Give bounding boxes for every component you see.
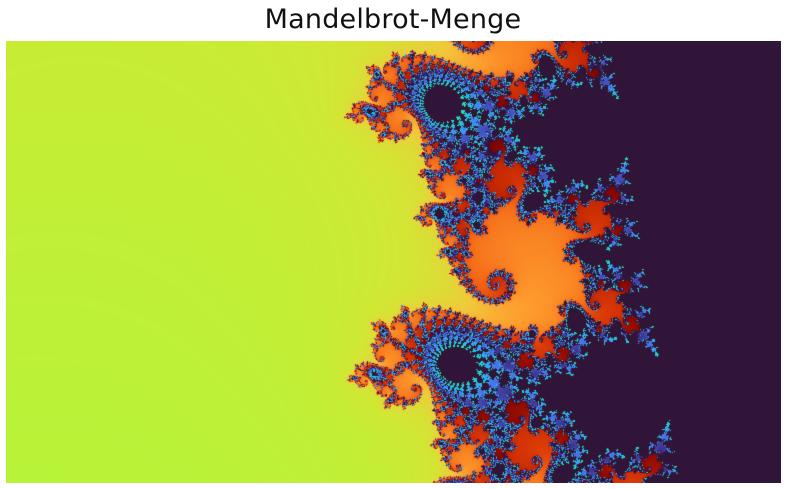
mandelbrot-render	[6, 41, 781, 483]
fractal-image-area	[6, 41, 781, 483]
figure-title: Mandelbrot-Menge	[264, 4, 522, 35]
